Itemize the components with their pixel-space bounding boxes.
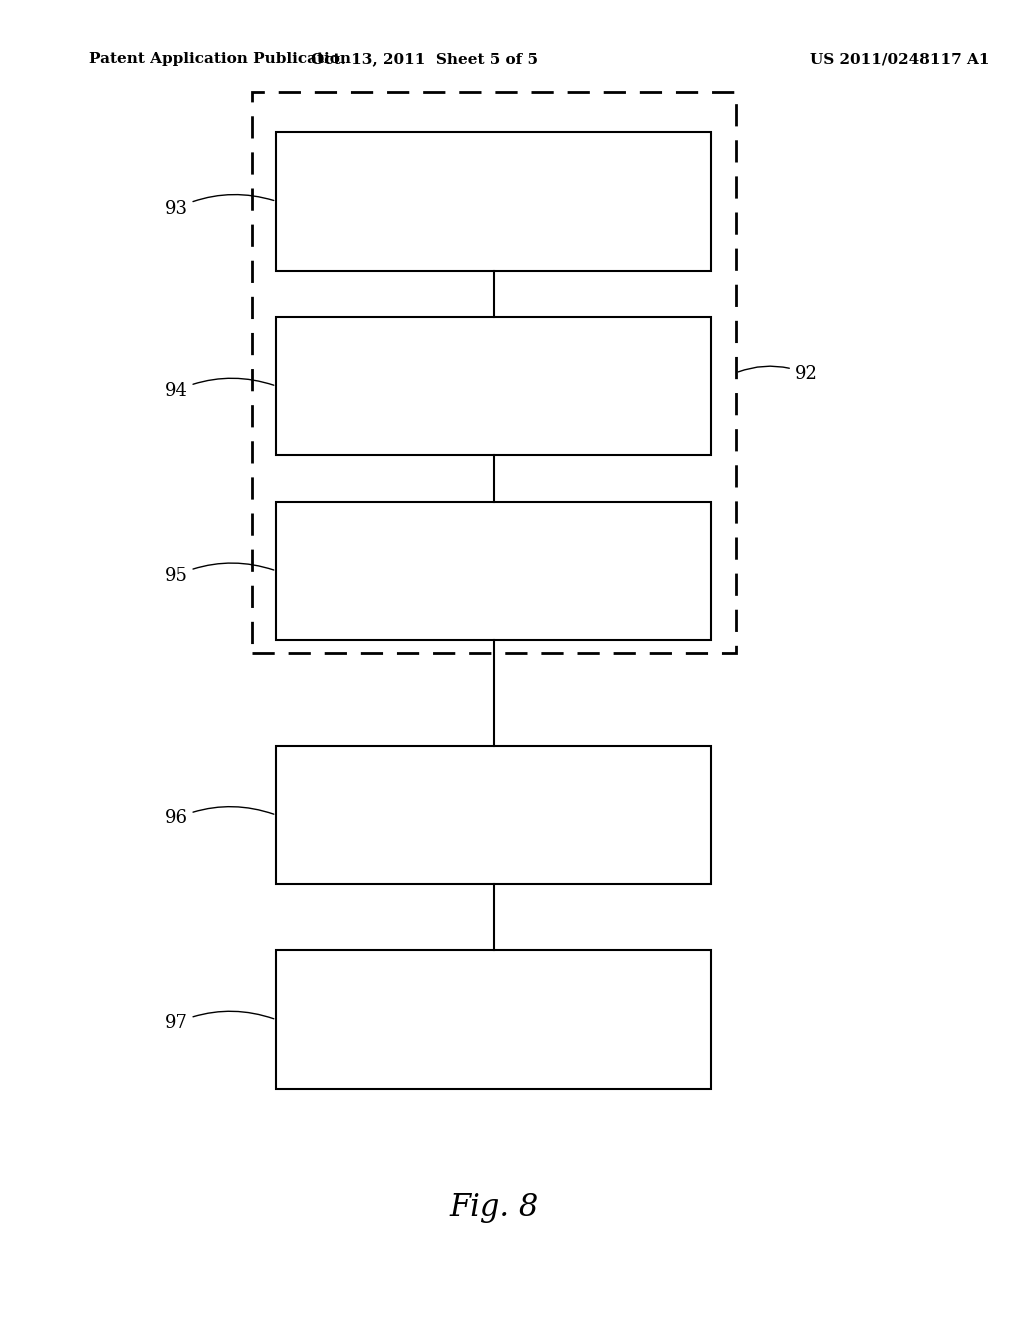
FancyBboxPatch shape xyxy=(276,950,711,1089)
FancyBboxPatch shape xyxy=(276,502,711,640)
Text: 95: 95 xyxy=(165,564,273,585)
Text: 97: 97 xyxy=(165,1011,273,1032)
Text: 96: 96 xyxy=(165,807,273,828)
Text: US 2011/0248117 A1: US 2011/0248117 A1 xyxy=(810,53,989,66)
Text: Fig. 8: Fig. 8 xyxy=(450,1192,539,1224)
FancyBboxPatch shape xyxy=(276,132,711,271)
FancyBboxPatch shape xyxy=(276,746,711,884)
Text: 92: 92 xyxy=(738,364,818,383)
Text: 94: 94 xyxy=(165,379,273,400)
Text: 93: 93 xyxy=(165,194,273,218)
FancyBboxPatch shape xyxy=(276,317,711,455)
Text: Patent Application Publication: Patent Application Publication xyxy=(89,53,351,66)
Text: Oct. 13, 2011  Sheet 5 of 5: Oct. 13, 2011 Sheet 5 of 5 xyxy=(311,53,538,66)
